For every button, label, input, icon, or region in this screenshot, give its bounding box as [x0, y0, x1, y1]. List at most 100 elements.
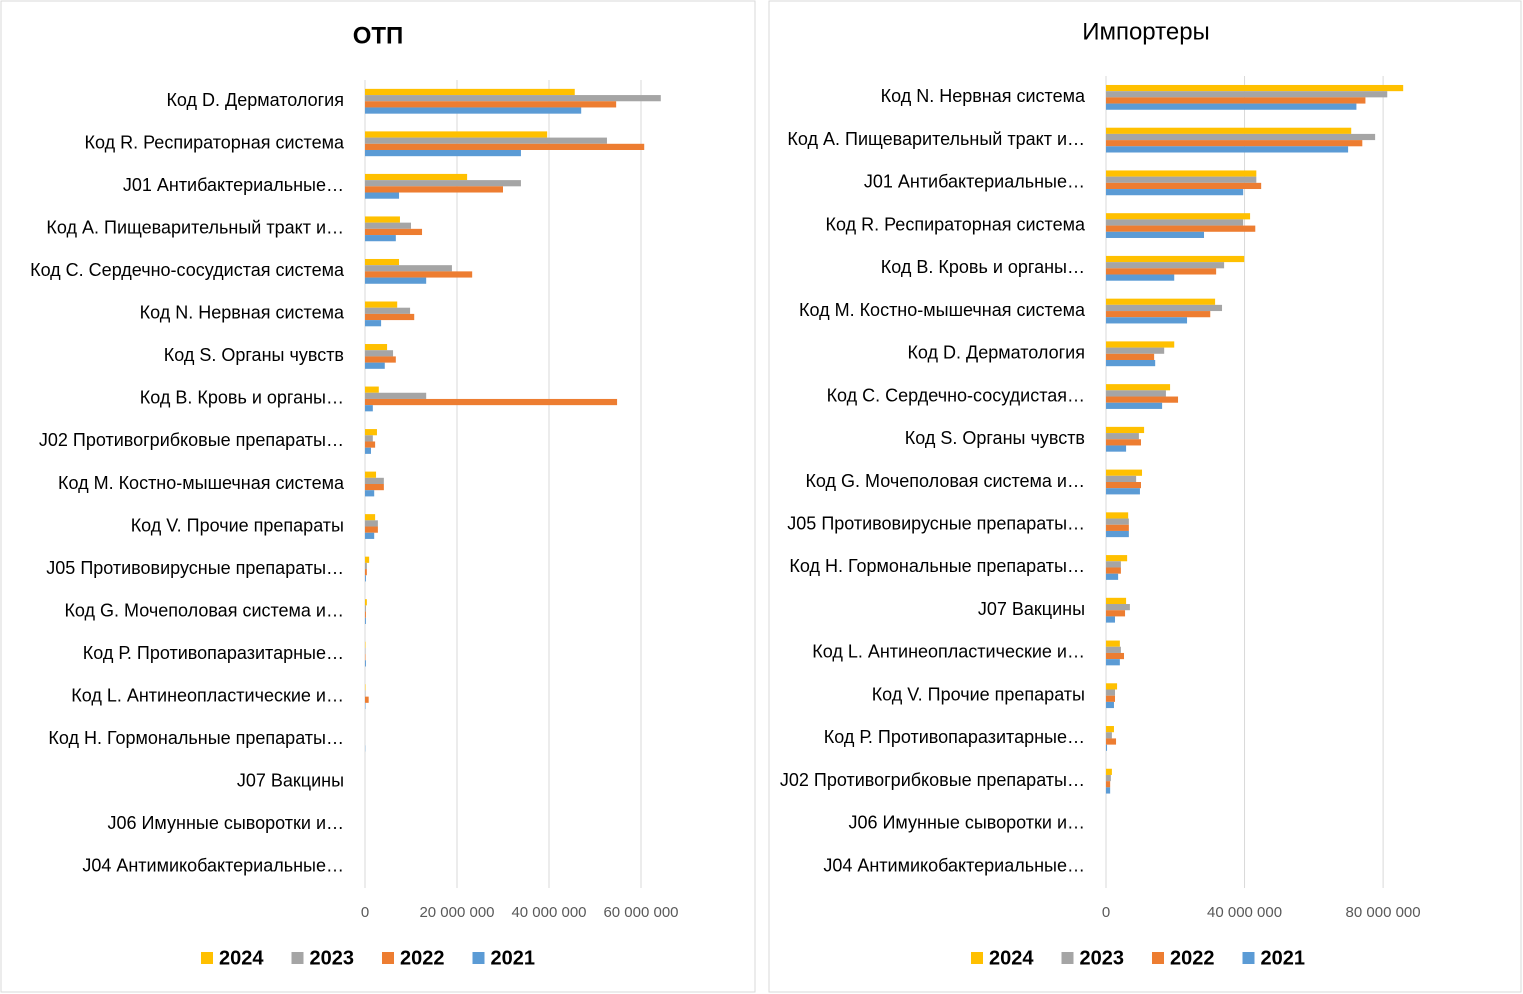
- legend-label: 2024: [219, 947, 264, 969]
- bar: [365, 101, 617, 108]
- bar: [365, 192, 400, 199]
- y-tick-label: Код N. Нервная система: [140, 303, 345, 323]
- bar: [1106, 219, 1244, 226]
- bar: [365, 575, 366, 582]
- bar: [1106, 341, 1175, 348]
- y-tick-label: J05 Противовирусные препараты…: [46, 558, 344, 578]
- bar: [1106, 610, 1126, 617]
- bar: [1106, 304, 1223, 312]
- y-tick-label: Код С. Сердечно-сосудистая…: [827, 385, 1085, 405]
- y-tick-label: J01 Антибактериальные…: [864, 172, 1085, 192]
- bar: [1106, 567, 1121, 574]
- bar: [365, 222, 411, 229]
- y-tick-label: Код А. Пищеварительный тракт и…: [787, 129, 1085, 149]
- legend-swatch: [1061, 952, 1074, 964]
- bar: [1106, 597, 1127, 605]
- bar: [365, 514, 376, 521]
- bar: [365, 471, 377, 478]
- bar: [365, 441, 376, 448]
- y-tick-label: Код М. Костно-мышечная система: [799, 300, 1086, 320]
- chart-title: ОТП: [353, 22, 404, 49]
- bar: [365, 344, 388, 351]
- bar: [365, 271, 473, 278]
- bar: [365, 696, 369, 703]
- y-tick-label: Код N. Нервная система: [881, 86, 1086, 106]
- bar: [365, 569, 367, 576]
- bar: [365, 143, 645, 150]
- bar: [365, 477, 384, 484]
- bar: [1106, 640, 1120, 647]
- bar: [1106, 689, 1116, 696]
- bar: [1106, 353, 1155, 360]
- y-tick-label: Код D. Дерматология: [907, 343, 1085, 363]
- bar: [1106, 359, 1156, 367]
- x-tick-label: 0: [361, 904, 369, 921]
- bar: [1106, 189, 1244, 196]
- bar: [1106, 140, 1363, 147]
- bar: [365, 526, 378, 533]
- y-tick-label: Код Н. Гормональные препараты…: [789, 556, 1085, 576]
- bar: [1106, 744, 1108, 751]
- y-tick-label: Код Р. Противопаразитарные…: [83, 643, 344, 663]
- bar: [1106, 127, 1352, 134]
- y-tick-label: Код В. Кровь и органы…: [140, 388, 344, 408]
- legend-swatch: [1242, 952, 1255, 964]
- y-tick-label: J05 Противовирусные препараты…: [787, 513, 1085, 533]
- y-tick-label: J07 Вакцины: [978, 599, 1085, 619]
- legend-swatch: [291, 952, 304, 964]
- bar: [1106, 426, 1145, 434]
- x-tick-label: 80 000 000: [1346, 904, 1421, 921]
- bar: [365, 258, 400, 266]
- bar: [1106, 787, 1111, 794]
- bar: [1106, 482, 1141, 489]
- bar: [1106, 268, 1217, 275]
- y-tick-label: Код V. Прочие препараты: [131, 515, 344, 535]
- y-tick-label: Код L. Антинеопластические и…: [71, 685, 344, 705]
- x-tick-label: 40 000 000: [1207, 904, 1282, 921]
- bar: [365, 228, 423, 236]
- bar: [365, 660, 366, 667]
- bar: [365, 532, 375, 539]
- x-tick-label: 40 000 000: [511, 904, 586, 921]
- y-tick-label: Код G. Мочеполовая система и…: [805, 471, 1085, 491]
- legend-swatch: [382, 952, 394, 964]
- bar: [1106, 518, 1129, 525]
- bar: [1106, 97, 1366, 104]
- bar: [1106, 616, 1116, 623]
- bar: [365, 186, 503, 193]
- bar: [365, 173, 468, 181]
- bar: [1106, 469, 1143, 476]
- bar: [1106, 311, 1211, 318]
- bar: [1106, 347, 1165, 354]
- legend-swatch: [201, 952, 213, 964]
- legend-label: 2023: [1080, 947, 1125, 969]
- y-tick-label: J06 Имунные сыворотки и…: [107, 813, 344, 833]
- legend-swatch: [971, 952, 983, 964]
- bar: [1106, 146, 1349, 153]
- bar: [365, 435, 373, 442]
- bar: [365, 556, 370, 563]
- legend-label: 2022: [1170, 947, 1215, 969]
- bar: [365, 429, 377, 436]
- legend-label: 2022: [400, 947, 445, 969]
- bar: [1106, 133, 1376, 141]
- bar: [365, 107, 582, 114]
- y-tick-label: Код Н. Гормональные препараты…: [48, 728, 344, 748]
- bar: [365, 277, 427, 284]
- chart-title: Импортеры: [1082, 18, 1210, 45]
- bar: [1106, 683, 1118, 690]
- legend-swatch: [1152, 952, 1164, 964]
- bar: [1106, 274, 1175, 281]
- bar: [1106, 91, 1388, 98]
- y-tick-label: Код А. Пищеварительный тракт и…: [46, 218, 344, 238]
- bar: [365, 484, 384, 491]
- legend-label: 2023: [310, 947, 355, 969]
- bar: [365, 398, 618, 406]
- y-tick-label: J02 Противогрибковые препараты…: [39, 430, 344, 450]
- bar: [1106, 170, 1257, 177]
- bar: [365, 137, 607, 144]
- bar: [1106, 262, 1225, 269]
- bar: [365, 520, 378, 527]
- bar: [365, 447, 371, 454]
